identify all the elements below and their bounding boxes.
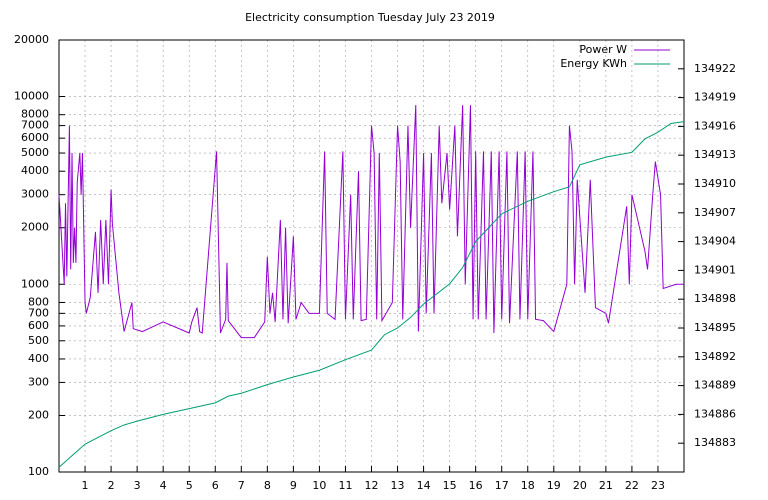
y2-tick-label: 134895 [694, 321, 736, 334]
chart-title: Electricity consumption Tuesday July 23 … [245, 11, 495, 24]
y-tick-label: 800 [28, 295, 49, 308]
x-tick-label: 21 [599, 479, 613, 492]
x-tick-label: 3 [134, 479, 141, 492]
x-tick-label: 9 [290, 479, 297, 492]
x-tick-label: 13 [391, 479, 405, 492]
y-tick-label: 1000 [21, 277, 49, 290]
y-tick-label: 5000 [21, 146, 49, 159]
y2-tick-label: 134916 [694, 119, 736, 132]
x-tick-label: 4 [160, 479, 167, 492]
y2-tick-label: 134904 [694, 235, 736, 248]
y-tick-label: 100 [28, 465, 49, 478]
legend-label: Power W [579, 43, 627, 56]
x-tick-label: 20 [573, 479, 587, 492]
y2-tick-label: 134886 [694, 407, 736, 420]
y-tick-label: 3000 [21, 188, 49, 201]
x-tick-label: 22 [625, 479, 639, 492]
y2-tick-label: 134910 [694, 177, 736, 190]
x-tick-label: 11 [338, 479, 352, 492]
y2-tick-label: 134907 [694, 206, 736, 219]
x-tick-label: 17 [495, 479, 509, 492]
y-tick-label: 2000 [21, 221, 49, 234]
x-tick-label: 6 [212, 479, 219, 492]
y2-tick-label: 134883 [694, 436, 736, 449]
x-tick-label: 15 [443, 479, 457, 492]
x-tick-label: 16 [469, 479, 483, 492]
x-tick-label: 7 [238, 479, 245, 492]
legend-label: Energy KWh [560, 57, 627, 70]
x-tick-label: 18 [521, 479, 535, 492]
y2-tick-label: 134889 [694, 379, 736, 392]
y-tick-label: 600 [28, 319, 49, 332]
y-tick-label: 400 [28, 352, 49, 365]
series-line [58, 105, 684, 339]
x-tick-label: 14 [417, 479, 431, 492]
x-tick-label: 23 [651, 479, 665, 492]
x-tick-label: 8 [264, 479, 271, 492]
y-tick-label: 7000 [21, 119, 49, 132]
x-tick-label: 1 [82, 479, 89, 492]
y2-tick-label: 134892 [694, 350, 736, 363]
y2-tick-label: 134898 [694, 292, 736, 305]
y-tick-label: 500 [28, 334, 49, 347]
y-tick-label: 8000 [21, 108, 49, 121]
plot-frame [58, 39, 685, 473]
x-tick-label: 5 [186, 479, 193, 492]
series-line [58, 121, 685, 468]
y2-tick-label: 134922 [694, 62, 736, 75]
x-tick-label: 2 [108, 479, 115, 492]
y-tick-label: 20000 [14, 33, 49, 46]
x-tick-label: 10 [312, 479, 326, 492]
y2-tick-label: 134919 [694, 91, 736, 104]
y2-tick-label: 134901 [694, 263, 736, 276]
y-tick-label: 300 [28, 375, 49, 388]
x-tick-label: 12 [365, 479, 379, 492]
y-tick-label: 6000 [21, 131, 49, 144]
y-tick-label: 700 [28, 306, 49, 319]
y-tick-label: 10000 [14, 90, 49, 103]
x-tick-label: 19 [547, 479, 561, 492]
y-tick-label: 200 [28, 408, 49, 421]
y2-tick-label: 134913 [694, 148, 736, 161]
y-tick-label: 4000 [21, 164, 49, 177]
